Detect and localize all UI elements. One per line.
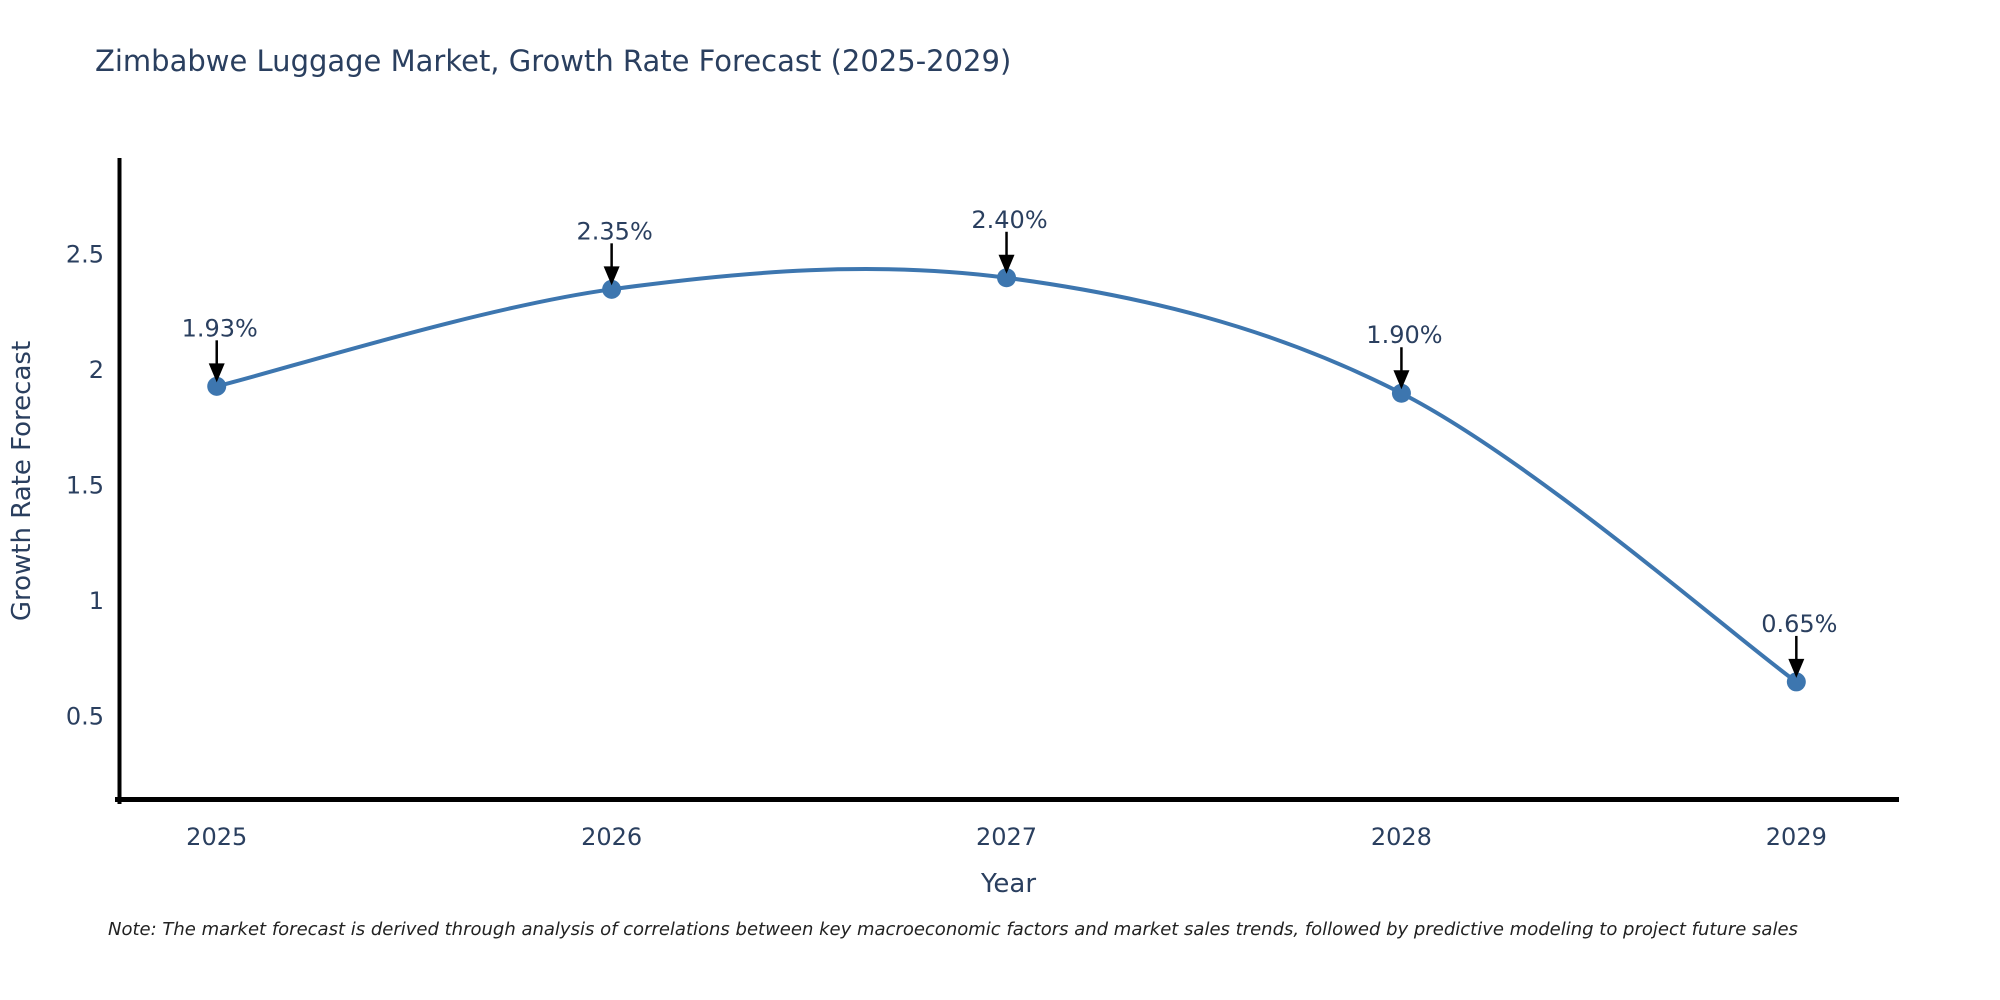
data-point-label: 2.35% (577, 217, 653, 245)
data-point-marker (997, 268, 1017, 288)
footnote: Note: The market forecast is derived thr… (108, 919, 1798, 940)
data-point-marker (207, 376, 227, 396)
data-point-label: 0.65% (1761, 610, 1837, 638)
data-point-marker (1786, 672, 1806, 692)
y-tick-label: 2 (89, 356, 104, 384)
y-tick-label: 1 (89, 587, 104, 615)
x-tick-label: 2028 (1371, 823, 1432, 851)
annotation-arrowhead (208, 363, 225, 383)
x-tick-label: 2029 (1766, 823, 1827, 851)
annotation-arrowhead (998, 254, 1015, 274)
data-point-label: 1.90% (1366, 321, 1442, 349)
annotation-arrowhead (1393, 370, 1410, 390)
trend-line (216, 267, 1798, 684)
data-point-marker (1391, 383, 1411, 403)
x-tick-label: 2026 (581, 823, 642, 851)
y-tick-label: 0.5 (66, 703, 104, 731)
y-tick-label: 1.5 (66, 472, 104, 500)
annotation-arrowhead (1788, 658, 1805, 678)
chart-title: Zimbabwe Luggage Market, Growth Rate For… (95, 44, 1012, 78)
x-axis-title: Year (980, 869, 1036, 899)
annotation-arrowhead (603, 266, 620, 286)
x-tick-label: 2027 (976, 823, 1037, 851)
data-point-label: 1.93% (182, 314, 258, 342)
data-point-label: 2.40% (971, 206, 1047, 234)
y-tick-label: 2.5 (66, 241, 104, 269)
x-tick-label: 2025 (186, 823, 247, 851)
y-axis-title: Growth Rate Forecast (7, 341, 37, 621)
data-point-marker (602, 279, 622, 299)
